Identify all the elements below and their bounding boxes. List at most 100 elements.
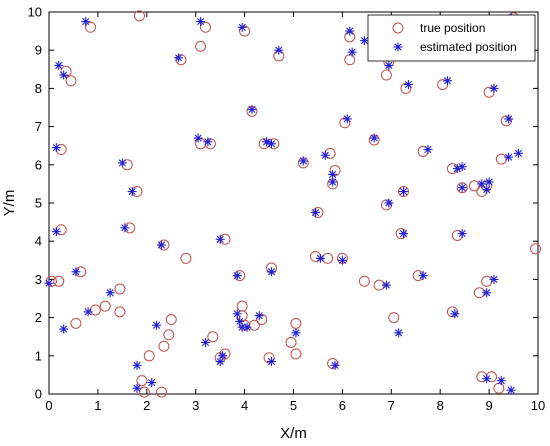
estimated-position-series	[44, 13, 523, 395]
legend-label-true-position: true position	[420, 21, 485, 35]
estimated-position-point	[489, 274, 499, 284]
estimated-position-point	[54, 60, 64, 70]
estimated-position-point	[200, 337, 210, 347]
true-position-point	[398, 186, 410, 198]
legend-star-glyph	[393, 42, 403, 52]
true-position-point	[143, 350, 155, 362]
x-tick-label: 4	[241, 398, 248, 413]
x-tick-label: 3	[192, 398, 199, 413]
x-tick-label: 9	[485, 398, 492, 413]
estimated-position-point	[394, 328, 404, 338]
true-position-point	[136, 375, 148, 387]
estimated-position-point	[423, 145, 433, 155]
x-tick-label: 2	[143, 398, 150, 413]
true-position-point	[138, 386, 150, 398]
true-position-point	[530, 243, 542, 255]
true-position-point	[99, 300, 111, 312]
estimated-position-point	[266, 267, 276, 277]
estimated-position-point	[457, 162, 467, 172]
estimated-position-point	[232, 309, 242, 319]
estimated-position-point	[330, 360, 340, 370]
estimated-position-point	[51, 227, 61, 237]
estimated-position-point	[311, 208, 321, 218]
estimated-position-point	[215, 234, 225, 244]
estimated-position-point	[418, 271, 428, 281]
estimated-position-point	[132, 383, 142, 393]
estimated-position-point	[399, 229, 409, 239]
estimated-position-point	[384, 60, 394, 70]
true-position-point	[155, 386, 167, 398]
estimated-position-point	[44, 278, 54, 288]
estimated-position-point	[482, 288, 492, 298]
estimated-position-point	[152, 320, 162, 330]
estimated-position-point	[247, 104, 257, 114]
estimated-position-point	[337, 255, 347, 265]
legend-circle-marker	[392, 22, 404, 34]
estimated-position-point	[196, 17, 206, 27]
x-tick-label: 10	[531, 398, 545, 413]
estimated-position-point	[482, 374, 492, 384]
estimated-position-point	[342, 114, 352, 124]
true-position-point	[207, 331, 219, 343]
true-position-point	[163, 329, 175, 341]
estimated-position-point	[399, 187, 409, 197]
estimated-position-point	[266, 357, 276, 367]
estimated-position-point	[315, 253, 325, 263]
estimated-position-point	[71, 267, 81, 277]
estimated-position-point	[232, 271, 242, 281]
true-position-point	[256, 314, 268, 326]
estimated-position-point	[403, 80, 413, 90]
y-tick-label: 7	[35, 119, 42, 134]
y-tick-label: 4	[35, 234, 42, 249]
y-tick-label: 10	[28, 5, 42, 20]
true-position-point	[239, 25, 251, 37]
axis-ticks: 0 1 2 3 4 5 6 7 8 9 10 0 1 2 3 4 5 6 7 8 9 10	[28, 5, 546, 414]
x-tick-label: 6	[339, 398, 346, 413]
true-position-point	[133, 10, 145, 22]
y-tick-label: 1	[35, 348, 42, 363]
estimated-position-point	[450, 309, 460, 319]
true-position-point	[53, 275, 65, 287]
true-position-point	[165, 314, 177, 326]
estimated-position-point	[59, 70, 69, 80]
estimated-position-point	[117, 158, 127, 168]
x-tick-label: 0	[45, 398, 52, 413]
y-tick-label: 9	[35, 43, 42, 58]
estimated-position-point	[359, 36, 369, 46]
estimated-position-point	[328, 169, 338, 179]
estimated-position-point	[51, 143, 61, 153]
estimated-position-point	[504, 152, 514, 162]
y-tick-label: 6	[35, 157, 42, 172]
true-position-point	[263, 352, 275, 364]
y-tick-label: 3	[35, 272, 42, 287]
true-position-point	[180, 252, 192, 264]
y-tick-label: 0	[35, 387, 42, 402]
true-position-point	[329, 165, 341, 177]
estimated-position-point	[291, 328, 301, 338]
legend-label-estimated-position: estimated position	[420, 40, 517, 54]
estimated-position-point	[506, 385, 516, 395]
true-position-point	[65, 75, 77, 87]
estimated-position-point	[237, 22, 247, 32]
true-position-point	[456, 182, 468, 194]
true-position-point	[114, 306, 126, 318]
plot-area-frame	[48, 11, 539, 395]
estimated-position-point	[347, 47, 357, 57]
true-position-point	[339, 117, 351, 129]
x-tick-label: 5	[290, 398, 297, 413]
estimated-position-point	[156, 240, 166, 250]
estimated-position-point	[328, 177, 338, 187]
estimated-position-point	[298, 156, 308, 166]
legend-star-marker	[393, 42, 403, 52]
x-tick-label: 1	[94, 398, 101, 413]
estimated-position-point	[504, 114, 514, 124]
y-tick-label: 2	[35, 310, 42, 325]
estimated-position-point	[59, 324, 69, 334]
true-position-point	[199, 21, 211, 33]
true-position-point	[388, 312, 400, 324]
estimated-position-point	[369, 133, 379, 143]
estimated-position-point	[203, 137, 213, 147]
estimated-position-point	[457, 229, 467, 239]
y-tick-label: 5	[35, 196, 42, 211]
